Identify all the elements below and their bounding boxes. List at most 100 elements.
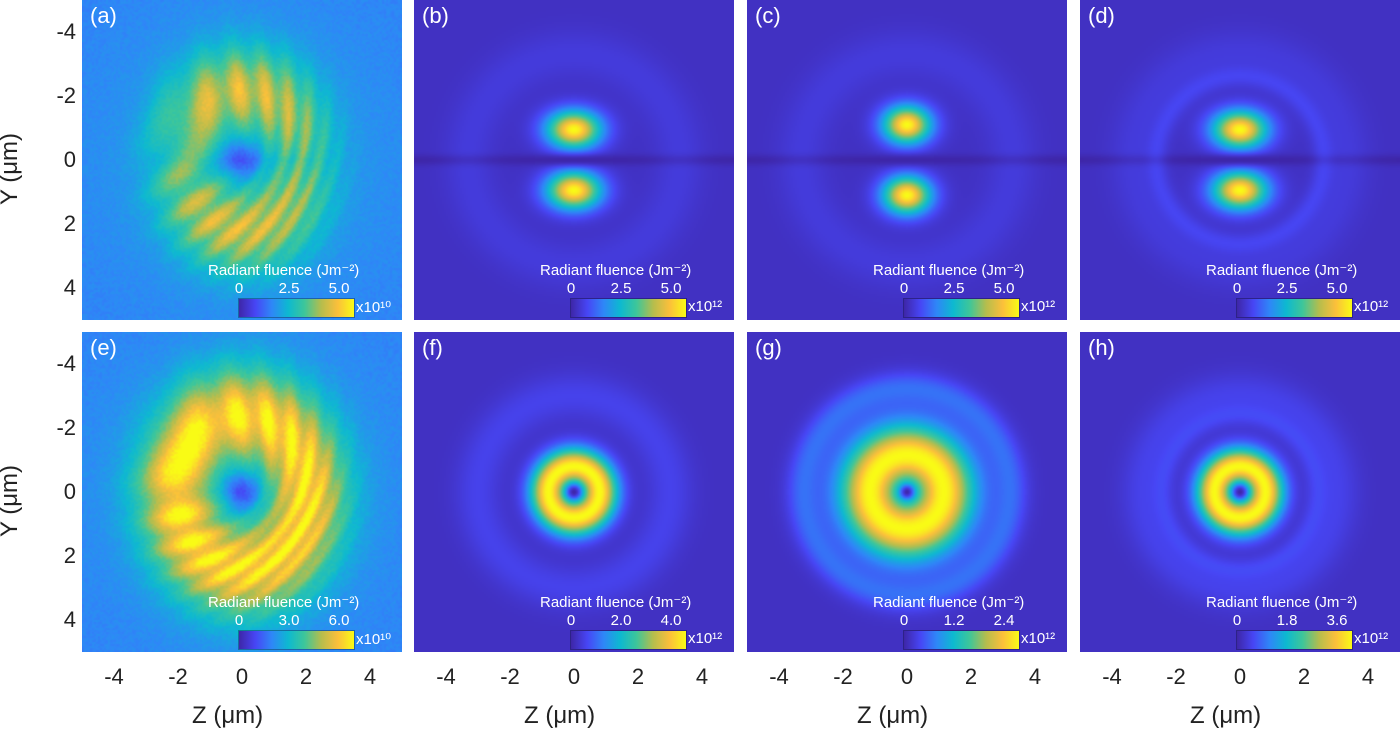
x-tick-label: 4: [695, 664, 709, 689]
panel-label: (b): [422, 3, 449, 28]
colorbar: [570, 630, 687, 650]
colorbar-tick-label: 5.0: [1326, 280, 1348, 297]
panel-label: (g): [755, 335, 782, 360]
x-tick-label: 0: [900, 664, 914, 689]
colorbar-tick-label: 2.5: [1276, 280, 1298, 297]
panel-label: (e): [90, 335, 117, 360]
colorbar-exponent: x10¹²: [688, 630, 723, 647]
x-tick-label: 0: [1233, 664, 1247, 689]
panel-label: (f): [422, 335, 443, 360]
colorbar-title: Radiant fluence (Jm⁻²): [1206, 262, 1358, 279]
colorbar-tick-label: 0: [1232, 280, 1242, 297]
x-tick-label: 0: [235, 664, 249, 689]
heatmap-panel: [82, 332, 402, 652]
colorbar: [903, 630, 1020, 650]
panel-label: (c): [755, 3, 781, 28]
colorbar-tick-label: 2.4: [993, 612, 1015, 629]
x-tick-label: -4: [104, 664, 124, 689]
heatmap-panel: [414, 332, 734, 652]
x-tick-label: 2: [964, 664, 978, 689]
heatmap-panel: [82, 0, 402, 320]
x-axis-label: Z (μm): [524, 702, 596, 729]
colorbar-tick-label: 5.0: [328, 280, 350, 297]
colorbar-title: Radiant fluence (Jm⁻²): [540, 594, 692, 611]
colorbar-tick-label: 1.2: [943, 612, 965, 629]
y-tick-label: -4: [56, 19, 76, 44]
colorbar-exponent: x10¹²: [1021, 630, 1056, 647]
colorbar: [1236, 298, 1353, 318]
x-tick-label: -2: [500, 664, 520, 689]
colorbar-tick-label: 0: [234, 612, 244, 629]
colorbar-tick-label: 0: [899, 280, 909, 297]
y-tick-label: -2: [56, 83, 76, 108]
y-tick-label: 4: [63, 607, 76, 632]
panel-label: (h): [1088, 335, 1115, 360]
x-tick-label: 2: [631, 664, 645, 689]
y-axis-label: Y (μm): [0, 132, 23, 205]
colorbar-tick-label: 0: [234, 280, 244, 297]
colorbar-title: Radiant fluence (Jm⁻²): [873, 594, 1025, 611]
colorbar-tick-label: 2.5: [278, 280, 300, 297]
y-tick-label: 2: [63, 543, 76, 568]
y-tick-label: 0: [63, 147, 76, 172]
panel-label: (d): [1088, 3, 1115, 28]
colorbar-tick-label: 2.5: [610, 280, 632, 297]
x-tick-label: -2: [833, 664, 853, 689]
colorbar-exponent: x10¹²: [1354, 630, 1389, 647]
colorbar-tick-label: 5.0: [660, 280, 682, 297]
colorbar: [238, 298, 355, 318]
x-tick-label: 4: [1028, 664, 1042, 689]
colorbar-tick-label: 0: [899, 612, 909, 629]
x-tick-label: 4: [1361, 664, 1375, 689]
colorbar-tick-label: 0: [566, 280, 576, 297]
panel-label: (a): [90, 3, 117, 28]
heatmap-panel: [747, 332, 1067, 652]
colorbar-title: Radiant fluence (Jm⁻²): [208, 594, 360, 611]
colorbar-exponent: x10¹⁰: [356, 299, 392, 316]
colorbar-tick-label: 5.0: [993, 280, 1015, 297]
x-tick-label: -4: [769, 664, 789, 689]
colorbar: [1236, 630, 1353, 650]
colorbar-exponent: x10¹⁰: [356, 631, 392, 648]
colorbar-exponent: x10¹²: [1021, 298, 1056, 315]
colorbar-title: Radiant fluence (Jm⁻²): [1206, 594, 1358, 611]
x-axis-label: Z (μm): [192, 702, 264, 729]
x-tick-label: -4: [436, 664, 456, 689]
y-tick-label: -2: [56, 415, 76, 440]
colorbar: [903, 298, 1020, 318]
colorbar-tick-label: 3.6: [1326, 612, 1348, 629]
x-tick-label: 2: [299, 664, 313, 689]
colorbar-tick-label: 1.8: [1276, 612, 1298, 629]
x-tick-label: 0: [567, 664, 581, 689]
heatmap-panel: [1080, 0, 1400, 320]
colorbar: [238, 630, 355, 650]
x-tick-label: 2: [1297, 664, 1311, 689]
x-tick-label: 4: [363, 664, 377, 689]
colorbar-tick-label: 6.0: [328, 612, 350, 629]
colorbar-exponent: x10¹²: [688, 298, 723, 315]
x-axis-label: Z (μm): [1190, 702, 1262, 729]
colorbar: [570, 298, 687, 318]
colorbar-tick-label: 3.0: [278, 612, 300, 629]
y-axis-label: Y (μm): [0, 464, 23, 537]
x-tick-label: -2: [168, 664, 188, 689]
colorbar-tick-label: 4.0: [660, 612, 682, 629]
heatmap-panel: [1080, 332, 1400, 652]
heatmap-panel: [414, 0, 734, 320]
colorbar-title: Radiant fluence (Jm⁻²): [540, 262, 692, 279]
colorbar-tick-label: 2.5: [943, 280, 965, 297]
y-tick-label: -4: [56, 351, 76, 376]
colorbar-tick-label: 2.0: [610, 612, 632, 629]
colorbar-title: Radiant fluence (Jm⁻²): [208, 262, 360, 279]
colorbar-exponent: x10¹²: [1354, 298, 1389, 315]
colorbar-tick-label: 0: [566, 612, 576, 629]
y-tick-label: 0: [63, 479, 76, 504]
colorbar-title: Radiant fluence (Jm⁻²): [873, 262, 1025, 279]
colorbar-tick-label: 0: [1232, 612, 1242, 629]
y-tick-label: 4: [63, 275, 76, 300]
x-axis-label: Z (μm): [857, 702, 929, 729]
x-tick-label: -2: [1166, 664, 1186, 689]
x-tick-label: -4: [1102, 664, 1122, 689]
heatmap-panel: [747, 0, 1067, 320]
